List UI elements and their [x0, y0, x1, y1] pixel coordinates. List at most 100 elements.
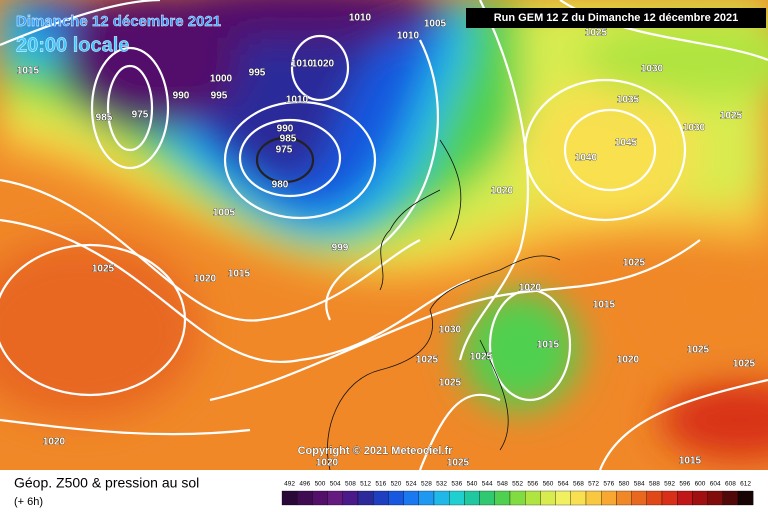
scale-label: 568	[573, 481, 584, 488]
scale-swatch	[449, 490, 465, 506]
isobar-label: 1040	[575, 153, 598, 164]
scale-label: 528	[421, 481, 432, 488]
isobar-label: 1020	[617, 355, 640, 366]
scale-swatch	[631, 490, 647, 506]
isobar-label: 980	[272, 180, 289, 191]
scale-swatch	[297, 490, 313, 506]
isobar-label: 1020	[491, 186, 514, 197]
scale-label: 600	[695, 481, 706, 488]
scale-label: 584	[634, 481, 645, 488]
scale-swatch	[525, 490, 541, 506]
scale-swatch	[342, 490, 359, 506]
scale-swatch	[403, 490, 419, 506]
scale-label: 508	[345, 481, 356, 488]
scale-label: 552	[512, 481, 523, 488]
scale-label: 580	[619, 481, 630, 488]
scale-swatch	[357, 490, 374, 506]
isobar-label: 1020	[43, 437, 66, 448]
scale-label: 532	[436, 481, 447, 488]
isobars	[0, 0, 768, 470]
isobar-label: 1045	[615, 138, 638, 149]
scale-swatch	[540, 490, 556, 506]
isobar-label: 1005	[424, 19, 447, 30]
scale-swatch	[646, 490, 663, 506]
footer-lead: (+ 6h)	[14, 496, 43, 508]
field	[0, 0, 768, 470]
isobar-label: 1025	[687, 345, 710, 356]
scale-label: 596	[679, 481, 690, 488]
isobar-label: 975	[132, 110, 149, 121]
scale-label: 560	[543, 481, 554, 488]
scale-swatch	[312, 490, 328, 506]
scale-swatch	[433, 490, 450, 506]
isobar-label: 985	[280, 134, 297, 145]
isobar-label: 1015	[228, 269, 251, 280]
scale-label: 612	[740, 481, 751, 488]
scale-swatch	[692, 490, 708, 506]
scale-swatch	[707, 490, 723, 506]
scale-swatch	[418, 490, 435, 506]
scale-swatch	[464, 490, 480, 506]
isobar-label: 1030	[641, 64, 664, 75]
run-box	[466, 8, 766, 28]
isobar-label: 1015	[679, 456, 702, 467]
scale-label: 516	[375, 481, 386, 488]
scale-swatch	[677, 490, 693, 506]
scale-swatch	[494, 490, 511, 506]
isobar-label: 1000	[210, 74, 233, 85]
time-title: 20:00 locale	[16, 34, 129, 56]
isobar-label: 1020	[312, 59, 335, 70]
scale-label: 504	[330, 481, 341, 488]
scale-label: 536	[451, 481, 462, 488]
date-title: Dimanche 12 décembre 2021	[16, 13, 221, 30]
isobar-label: 1025	[447, 458, 470, 469]
scale-swatch	[509, 490, 526, 506]
isobar-label: 999	[332, 243, 349, 254]
footer-title: Géop. Z500 & pression au sol	[14, 475, 199, 491]
scale-label: 572	[588, 481, 599, 488]
scale-swatch	[585, 490, 602, 506]
scale-label: 588	[649, 481, 660, 488]
scale-label: 592	[664, 481, 675, 488]
scale-swatch	[388, 490, 404, 506]
scale-swatch	[661, 490, 678, 506]
isobar-label: 1025	[470, 352, 493, 363]
scale-label: 540	[467, 481, 478, 488]
isobar-label: 1025	[416, 355, 439, 366]
isobar-label: 1005	[213, 208, 236, 219]
isobar-label: 1020	[316, 458, 339, 469]
coastlines	[327, 139, 561, 470]
scale-label: 496	[299, 481, 310, 488]
scale-swatch	[373, 490, 389, 506]
isobar-label: 1030	[439, 325, 462, 336]
isobar-label: 1010	[291, 59, 314, 70]
scale-swatch	[555, 490, 571, 506]
scale-label: 608	[725, 481, 736, 488]
isobar-label: 1015	[537, 340, 560, 351]
scale-swatch	[722, 490, 739, 506]
scale-swatch	[601, 490, 617, 506]
scale-swatch	[479, 490, 495, 506]
isobar-label: 1020	[519, 283, 542, 294]
isobar-label: 1025	[439, 378, 462, 389]
isobar-label: 1010	[349, 13, 372, 24]
isobar-label: 1025	[585, 28, 608, 39]
isobar-label: 1025	[733, 359, 756, 370]
isobar-label: 1025	[720, 111, 743, 122]
copyright: Copyright © 2021 Meteociel.fr	[298, 445, 454, 457]
scale-swatch	[281, 490, 298, 506]
scale-swatch	[570, 490, 587, 506]
scale-label: 492	[284, 481, 295, 488]
isobar-label: 990	[173, 91, 190, 102]
scale-label: 544	[482, 481, 493, 488]
scale-label: 520	[391, 481, 402, 488]
scale-label: 564	[558, 481, 569, 488]
isobar-label: 1035	[617, 95, 640, 106]
scale-label: 512	[360, 481, 371, 488]
isobar-label: 975	[276, 145, 293, 156]
scale-swatch	[327, 490, 343, 506]
scale-swatch	[737, 490, 754, 506]
isobar-label: 1015	[17, 66, 40, 77]
isobar-label: 1020	[194, 274, 217, 285]
